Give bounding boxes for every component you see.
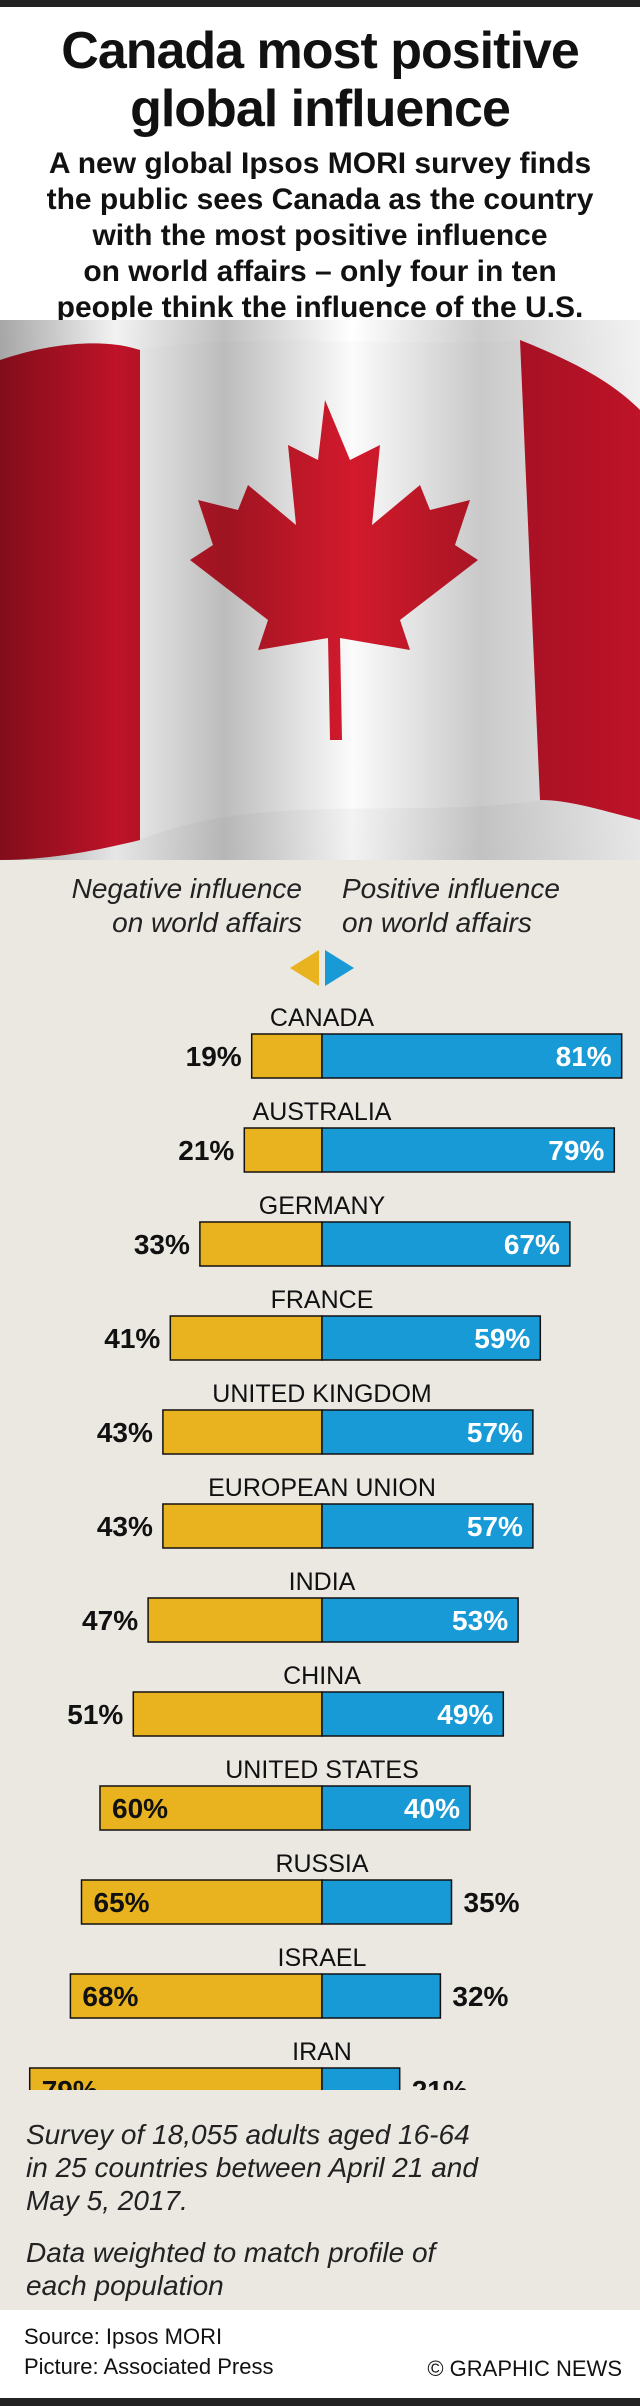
positive-value-label: 57%	[467, 1417, 523, 1448]
negative-bar	[69, 1973, 323, 2019]
bar-row-india: INDIA 47% 53%	[82, 1568, 519, 1643]
category-label: GERMANY	[259, 1192, 386, 1220]
category-label: EUROPEAN UNION	[208, 1474, 436, 1502]
negative-bar	[132, 1691, 323, 1737]
negative-value-label: 41%	[104, 1323, 160, 1354]
negative-value-label: 19%	[186, 1041, 242, 1072]
bar-row-china: CHINA 51% 49%	[67, 1662, 505, 1737]
negative-value-label: 21%	[178, 1135, 234, 1166]
positive-bar	[321, 1879, 453, 1925]
negative-bar	[147, 1597, 323, 1643]
positive-value-label: 32%	[452, 1981, 508, 2012]
canada-flag-photo	[0, 320, 640, 860]
bar-row-israel: ISRAEL 68% 32%	[69, 1944, 509, 2019]
negative-value-label: 65%	[94, 1887, 150, 1918]
negative-bar	[80, 1879, 323, 1925]
weighting-note: Data weighted to match profile of each p…	[26, 2237, 436, 2301]
bar-row-iran: IRAN 79% 21%	[28, 2038, 468, 2090]
positive-value-label: 81%	[556, 1041, 612, 1072]
positive-value-label: 35%	[464, 1887, 520, 1918]
bar-row-australia: AUSTRALIA 21% 79%	[178, 1098, 616, 1173]
legend-negative: Negative influence on world affairs	[71, 873, 302, 938]
negative-bar	[162, 1409, 323, 1455]
negative-value-label: 33%	[134, 1229, 190, 1260]
negative-value-label: 47%	[82, 1605, 138, 1636]
category-label: CANADA	[270, 1004, 375, 1032]
negative-bar	[162, 1503, 323, 1549]
top-rule	[0, 0, 640, 7]
category-label: AUSTRALIA	[253, 1098, 392, 1126]
category-label: CHINA	[283, 1662, 361, 1690]
bar-row-germany: GERMANY 33% 67%	[134, 1192, 571, 1267]
source-credit: Source: Ipsos MORI	[24, 2324, 223, 2349]
page-title: Canada most positive global influence	[61, 22, 579, 138]
negative-value-label: 51%	[67, 1699, 123, 1730]
category-label: UNITED STATES	[225, 1756, 419, 1784]
positive-bar	[321, 1409, 534, 1455]
bar-row-european-union: EUROPEAN UNION 43% 57%	[97, 1474, 534, 1549]
positive-bar	[321, 1785, 471, 1831]
positive-value-label: 21%	[412, 2075, 468, 2090]
positive-value-label: 59%	[474, 1323, 530, 1354]
negative-bar	[169, 1315, 323, 1361]
negative-bar	[199, 1221, 323, 1267]
positive-bar	[321, 2067, 401, 2090]
negative-value-label: 43%	[97, 1511, 153, 1542]
category-label: ISRAEL	[278, 1944, 367, 1972]
positive-bar	[321, 1691, 505, 1737]
page-subtitle: A new global Ipsos MORI survey finds the…	[46, 147, 594, 360]
legend-positive: Positive influence on world affairs	[342, 873, 560, 938]
positive-value-label: 40%	[404, 1793, 460, 1824]
positive-value-label: 57%	[467, 1511, 523, 1542]
picture-credit: Picture: Associated Press	[24, 2354, 274, 2379]
category-label: INDIA	[289, 1568, 356, 1596]
header	[0, 7, 640, 365]
negative-value-label: 43%	[97, 1417, 153, 1448]
positive-bar	[321, 1033, 623, 1079]
positive-bar	[321, 1973, 442, 2019]
negative-value-label: 60%	[112, 1793, 168, 1824]
positive-bar	[321, 1221, 571, 1267]
footer	[0, 2310, 640, 2406]
bar-chart: CANADA 19% 81% AUSTRALIA 21% 79% GERMANY 33% 67%…	[28, 950, 623, 2090]
graphic-news-credit: © GRAPHIC NEWS	[427, 2356, 622, 2381]
category-label: FRANCE	[271, 1286, 374, 1314]
negative-bar	[28, 2067, 323, 2090]
bar-row-france: FRANCE 41% 59%	[104, 1286, 542, 1361]
positive-bar	[321, 1503, 534, 1549]
positive-bar	[321, 1315, 542, 1361]
category-label: UNITED KINGDOM	[212, 1380, 431, 1408]
category-label: RUSSIA	[275, 1850, 368, 1878]
positive-value-label: 53%	[452, 1605, 508, 1636]
negative-arrow-icon	[290, 950, 319, 986]
bar-row-russia: RUSSIA 65% 35%	[80, 1850, 520, 1925]
positive-value-label: 49%	[437, 1699, 493, 1730]
positive-bar	[321, 1597, 519, 1643]
positive-value-label: 79%	[548, 1135, 604, 1166]
negative-bar	[250, 1033, 323, 1079]
negative-value-label: 79%	[42, 2075, 98, 2090]
category-label: IRAN	[292, 2038, 352, 2066]
positive-bar	[321, 1127, 616, 1173]
bar-row-united-kingdom: UNITED KINGDOM 43% 57%	[97, 1380, 534, 1455]
negative-value-label: 68%	[82, 1981, 138, 2012]
positive-arrow-icon	[325, 950, 354, 986]
bar-row-canada: CANADA 19% 81%	[186, 1004, 623, 1079]
bottom-rule	[0, 2398, 640, 2406]
survey-note: Survey of 18,055 adults aged 16-64 in 25…	[26, 2119, 478, 2216]
positive-value-label: 67%	[504, 1229, 560, 1260]
negative-bar	[243, 1127, 323, 1173]
bar-row-united-states: UNITED STATES 60% 40%	[99, 1756, 471, 1831]
